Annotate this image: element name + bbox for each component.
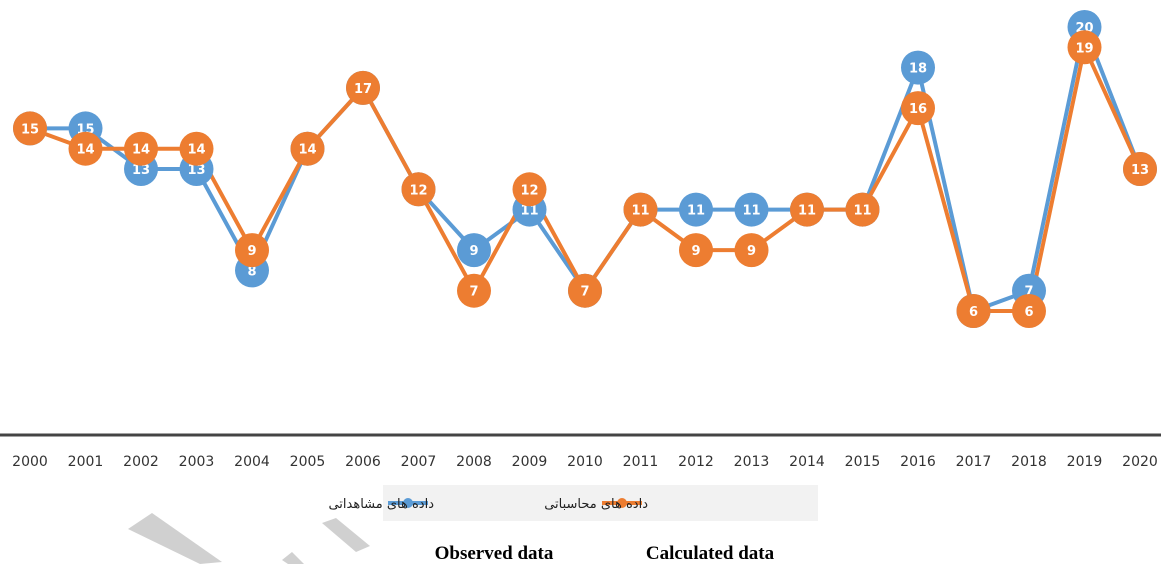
series-layer: 1515131381417129117111111111118672013151… [13,10,1157,328]
data-label-observed: 8 [247,264,256,279]
data-label-observed: 13 [132,163,150,178]
x-tick-label: 2001 [68,454,104,470]
decorative-stroke-mid [282,552,304,564]
caption-calculated: Calculated data [646,543,775,564]
data-label-calculated: 9 [747,244,756,259]
data-label-observed: 7 [1024,285,1033,300]
data-label-calculated: 7 [580,285,589,300]
data-point-calculated [679,233,713,268]
x-tick-label: 2011 [623,454,659,470]
x-tick-label: 2013 [734,454,770,470]
data-label-calculated: 14 [187,143,205,158]
data-label-calculated: 6 [969,305,978,320]
data-point-calculated [790,192,824,227]
x-tick-label: 2005 [290,454,326,470]
x-tick-label: 2006 [345,454,381,470]
data-label-calculated: 6 [1024,305,1033,320]
x-tick-label: 2017 [956,454,992,470]
data-label-calculated: 17 [354,82,372,97]
data-point-calculated [1123,152,1157,186]
data-label-observed: 18 [909,62,927,77]
data-label-calculated: 14 [132,143,150,158]
legend-item-calculated: داده های محاسباتی [544,497,648,512]
caption-observed: Observed data [435,543,554,564]
data-point-observed [901,50,935,85]
decorative-shapes [128,513,370,564]
data-point-observed [679,192,713,227]
data-label-calculated: 14 [298,143,316,158]
x-tick-label: 2015 [845,454,881,470]
x-tick-label: 2018 [1011,454,1047,470]
x-tick-label: 2004 [234,454,270,470]
data-label-observed: 11 [520,204,538,219]
data-label-observed: 11 [687,204,705,219]
data-label-observed: 13 [187,163,205,178]
data-label-calculated: 12 [520,183,538,198]
data-label-calculated: 19 [1075,41,1093,56]
x-tick-label: 2008 [456,454,492,470]
data-label-observed: 9 [469,244,478,259]
x-tick-label: 2007 [401,454,437,470]
legend-label-calculated: داده های محاسباتی [544,497,648,512]
data-label-calculated: 7 [469,285,478,300]
x-tick-label: 2002 [123,454,159,470]
x-tick-label: 2003 [179,454,215,470]
data-point-calculated [457,273,491,308]
x-tick-label: 2012 [678,454,714,470]
legend-background [383,485,818,521]
data-point-calculated [346,70,380,105]
data-label-calculated: 11 [631,204,649,219]
data-point-calculated [956,294,991,328]
data-point-calculated [13,111,47,146]
x-tick-label: 2019 [1067,454,1103,470]
data-label-calculated: 9 [247,244,256,259]
x-tick-labels: 2000 2001 2002 2003 2004 2005 2006 2007 2008 2009… [12,454,1158,470]
data-label-calculated: 11 [853,204,871,219]
legend-marker-calculated [617,498,627,508]
data-label-calculated: 15 [21,122,39,137]
data-point-calculated [401,172,436,207]
legend-item-observed: داده های مشاهداتی [328,497,434,512]
data-point-calculated [845,192,880,227]
data-point-calculated [568,273,602,308]
data-point-calculated [1012,294,1046,328]
x-tick-label: 2016 [900,454,936,470]
decorative-stroke-left [128,513,222,564]
data-point-calculated [68,131,103,166]
data-point-calculated [623,192,658,227]
data-point-observed [734,192,769,227]
x-tick-label: 2000 [12,454,48,470]
data-label-calculated: 9 [691,244,700,259]
data-label-observed: 11 [742,204,760,219]
legend: داده های مشاهداتی داده های محاسباتی [328,485,818,521]
data-point-calculated [179,131,214,166]
x-tick-label: 2009 [512,454,548,470]
data-point-calculated [235,233,269,268]
data-point-calculated [124,131,158,166]
decorative-stroke-right [322,518,370,552]
data-point-calculated [734,233,769,268]
data-point-calculated [1067,30,1102,65]
x-tick-label: 2010 [567,454,603,470]
data-label-calculated: 13 [1131,163,1149,178]
data-point-calculated [290,131,325,166]
data-label-calculated: 14 [76,143,94,158]
x-tick-label: 2020 [1122,454,1158,470]
data-label-calculated: 16 [909,102,927,117]
data-point-observed [457,233,491,268]
x-tick-label: 2014 [789,454,825,470]
legend-label-observed: داده های مشاهداتی [328,497,434,512]
legend-marker-observed [403,498,413,508]
data-label-calculated: 12 [409,183,427,198]
data-label-calculated: 11 [798,204,816,219]
data-point-calculated [901,91,935,126]
data-point-calculated [512,172,547,207]
